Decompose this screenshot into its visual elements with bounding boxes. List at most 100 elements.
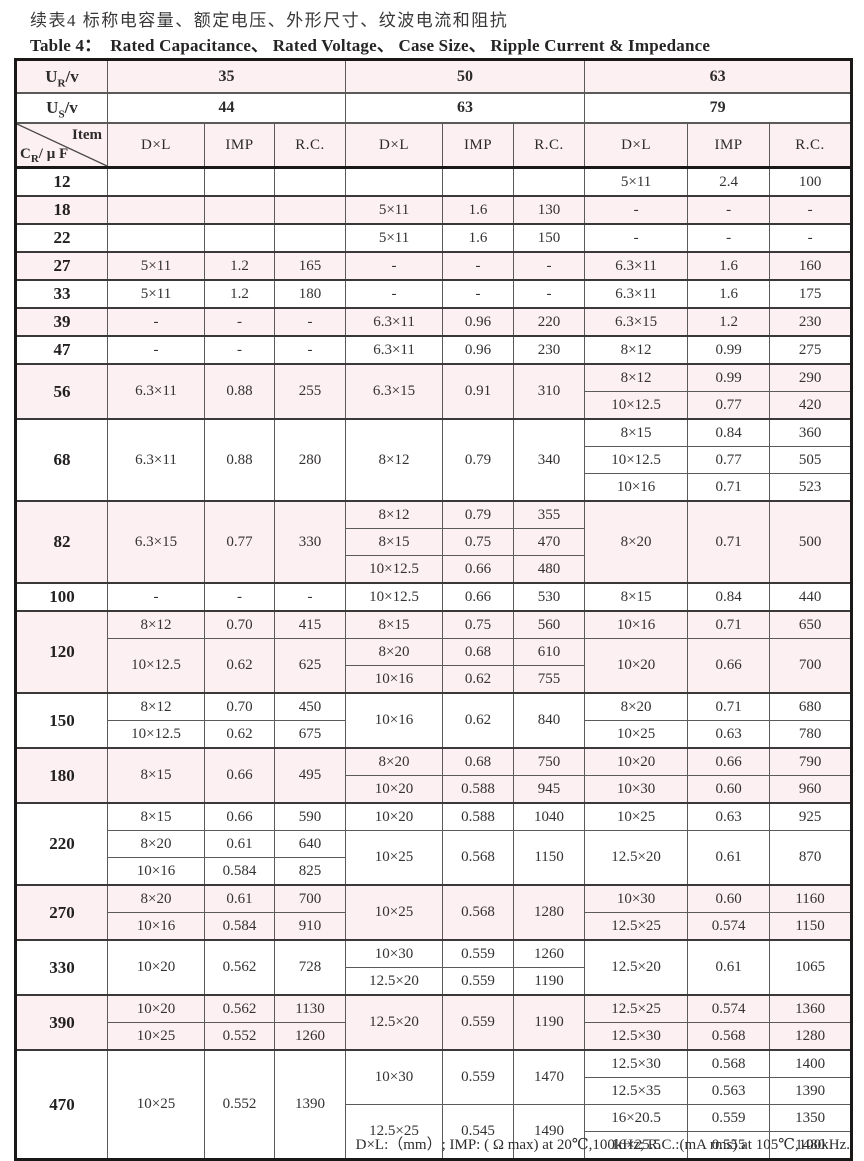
case-size-cell: 10×30	[345, 1049, 444, 1105]
case-size-cell: 12.5×30	[584, 1049, 689, 1078]
ripple-current-cell: 1390	[273, 1049, 347, 1160]
case-size-cell: 10×16	[107, 912, 205, 941]
case-size-cell: -	[345, 251, 444, 281]
ripple-current-cell: 1360	[769, 994, 853, 1023]
ripple-current-cell: 700	[769, 638, 853, 694]
table-row-470: 12.5×25 0.545 1490 16×20.5 0.559 1350	[16, 1104, 853, 1160]
capacitance-value-cell: 22	[15, 223, 108, 253]
ripple-current-cell: -	[273, 307, 347, 337]
impedance-cell	[442, 166, 515, 197]
capacitance-value-cell: 82	[15, 500, 108, 584]
impedance-cell	[204, 166, 275, 197]
ripple-current-cell: 640	[273, 830, 347, 858]
case-size-cell: 10×16	[345, 692, 444, 749]
table-number-label: Table 4：	[30, 36, 102, 55]
case-size-cell: -	[345, 279, 444, 309]
impedance-cell: 0.66	[442, 555, 515, 584]
table-row-22: 22 5×11 1.6 150- - -	[15, 223, 853, 253]
ripple-current-cell: 870	[769, 830, 853, 886]
impedance-cell: 0.88	[204, 418, 275, 502]
item-capacitance-diagonal-cell: Item CR/ μ F	[15, 122, 108, 169]
case-size-cell: 8×15	[107, 747, 205, 804]
impedance-cell: 0.96	[442, 307, 515, 337]
impedance-cell: 0.91	[442, 363, 515, 420]
case-size-cell: 8×12	[345, 418, 444, 502]
table-row-56: 56 6.3×11 0.88 255 6.3×15 0.91 310 8×12 0.99 290	[15, 363, 853, 420]
impedance-cell: 0.588	[442, 802, 515, 831]
ripple-current-cell: 728	[273, 939, 347, 996]
case-size-cell: 10×30	[584, 775, 689, 804]
impedance-cell: -	[442, 279, 515, 309]
capacitance-value-cell: 390	[15, 994, 108, 1051]
case-size-cell: 16×20.5	[584, 1104, 689, 1132]
impedance-cell: 0.77	[687, 391, 771, 420]
rated-voltage-row: UR/v 35 50 63	[15, 58, 853, 94]
impedance-cell: 0.62	[204, 720, 275, 749]
impedance-cell: 0.84	[687, 418, 771, 447]
impedance-cell: -	[204, 335, 275, 365]
ripple-current-cell: 523	[769, 473, 853, 502]
ripple-current-cell: 1470	[513, 1049, 586, 1105]
ripple-current-cell: 220	[513, 307, 586, 337]
case-size-cell: 12.5×35	[584, 1077, 689, 1105]
case-size-cell: 8×12	[584, 335, 689, 365]
impedance-cell: 0.559	[442, 994, 515, 1051]
table-row-39: 39- - -6.3×11 0.96 220 6.3×15 1.2 230	[15, 307, 853, 337]
ripple-current-cell: 1490	[513, 1104, 586, 1160]
case-size-cell: 6.3×15	[584, 307, 689, 337]
ripple-current-cell: 780	[769, 720, 853, 749]
case-size-cell: 8×20	[107, 884, 205, 913]
case-size-header: D×L	[107, 122, 205, 169]
table-row-82: 8×15 0.75 470	[16, 528, 852, 556]
ripple-current-cell: 415	[273, 610, 347, 639]
impedance-cell: 0.574	[687, 994, 771, 1023]
impedance-cell: 1.6	[687, 251, 771, 281]
impedance-cell: 0.71	[687, 473, 771, 502]
case-size-cell: 8×12	[107, 610, 205, 639]
table-row-180: 10×20 0.588 945 10×30 0.60 960	[16, 775, 853, 804]
ripple-current-cell: 340	[513, 418, 586, 502]
ripple-current-cell: 360	[769, 418, 853, 447]
case-size-cell: 6.3×11	[345, 307, 444, 337]
table-row-270: 270 8×20 0.61 700 10×25 0.568 1280 10×30 0.60 116…	[15, 884, 853, 941]
table-row-47: 47- - -6.3×11 0.96 230 8×12 0.99 275	[15, 335, 853, 365]
case-size-cell	[107, 195, 205, 225]
ripple-current-cell: 1260	[273, 1022, 347, 1051]
ripple-current-cell: 560	[513, 610, 586, 639]
impedance-cell: 0.584	[204, 912, 275, 941]
table-row-470: 470 10×25 0.552 1390 10×30 0.559 1470 12.5×30 0.…	[15, 1049, 853, 1160]
case-size-header: D×L	[345, 122, 444, 169]
case-size-cell: 10×20	[345, 802, 444, 831]
ripple-current-cell: 480	[513, 555, 586, 584]
impedance-cell: 0.71	[687, 692, 771, 721]
impedance-cell: 0.77	[204, 500, 275, 584]
case-size-cell: 10×20	[345, 775, 444, 804]
table-row-390: 10×25 0.552 1260 12.5×30 0.568 1280	[16, 1022, 853, 1051]
rated-voltage-50: 50	[345, 58, 586, 94]
ripple-current-cell: 130	[513, 195, 586, 225]
ripple-current-header: R.C.	[273, 122, 347, 169]
impedance-cell: 0.568	[442, 830, 515, 886]
table-row-27: 27 5×11 1.2 165- - -6.3×11 1.6 160	[15, 251, 853, 281]
case-size-cell: 10×25	[345, 884, 444, 941]
impedance-cell: 0.584	[204, 857, 275, 886]
capacitance-value-cell: 18	[15, 195, 108, 225]
ripple-current-cell: 495	[273, 747, 347, 804]
impedance-cell: 0.562	[204, 939, 275, 996]
impedance-cell: -	[687, 223, 771, 253]
impedance-cell: 0.559	[442, 1049, 515, 1105]
ripple-current-cell: 1350	[769, 1104, 853, 1132]
surge-voltage-label: US/v	[15, 92, 108, 124]
ripple-current-cell	[273, 195, 347, 225]
impedance-header: IMP	[687, 122, 771, 169]
table-title-english: Table 4： Rated Capacitance、 Rated Voltag…	[30, 31, 710, 56]
ripple-current-cell: 1400	[769, 1049, 853, 1078]
ripple-current-cell: 470	[513, 528, 586, 556]
impedance-cell: 0.61	[687, 939, 771, 996]
case-size-cell: 10×30	[584, 884, 689, 913]
case-size-cell: 8×20	[584, 500, 689, 584]
case-size-cell: 8×15	[345, 610, 444, 639]
ripple-current-cell: -	[513, 251, 586, 281]
capacitance-value-cell: 330	[15, 939, 108, 996]
